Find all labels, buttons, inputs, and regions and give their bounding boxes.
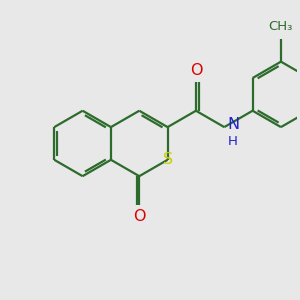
- Text: O: O: [133, 209, 146, 224]
- Text: H: H: [227, 135, 237, 148]
- Text: N: N: [227, 117, 240, 132]
- Text: S: S: [163, 152, 173, 167]
- Text: O: O: [190, 63, 202, 78]
- Text: CH₃: CH₃: [269, 20, 293, 33]
